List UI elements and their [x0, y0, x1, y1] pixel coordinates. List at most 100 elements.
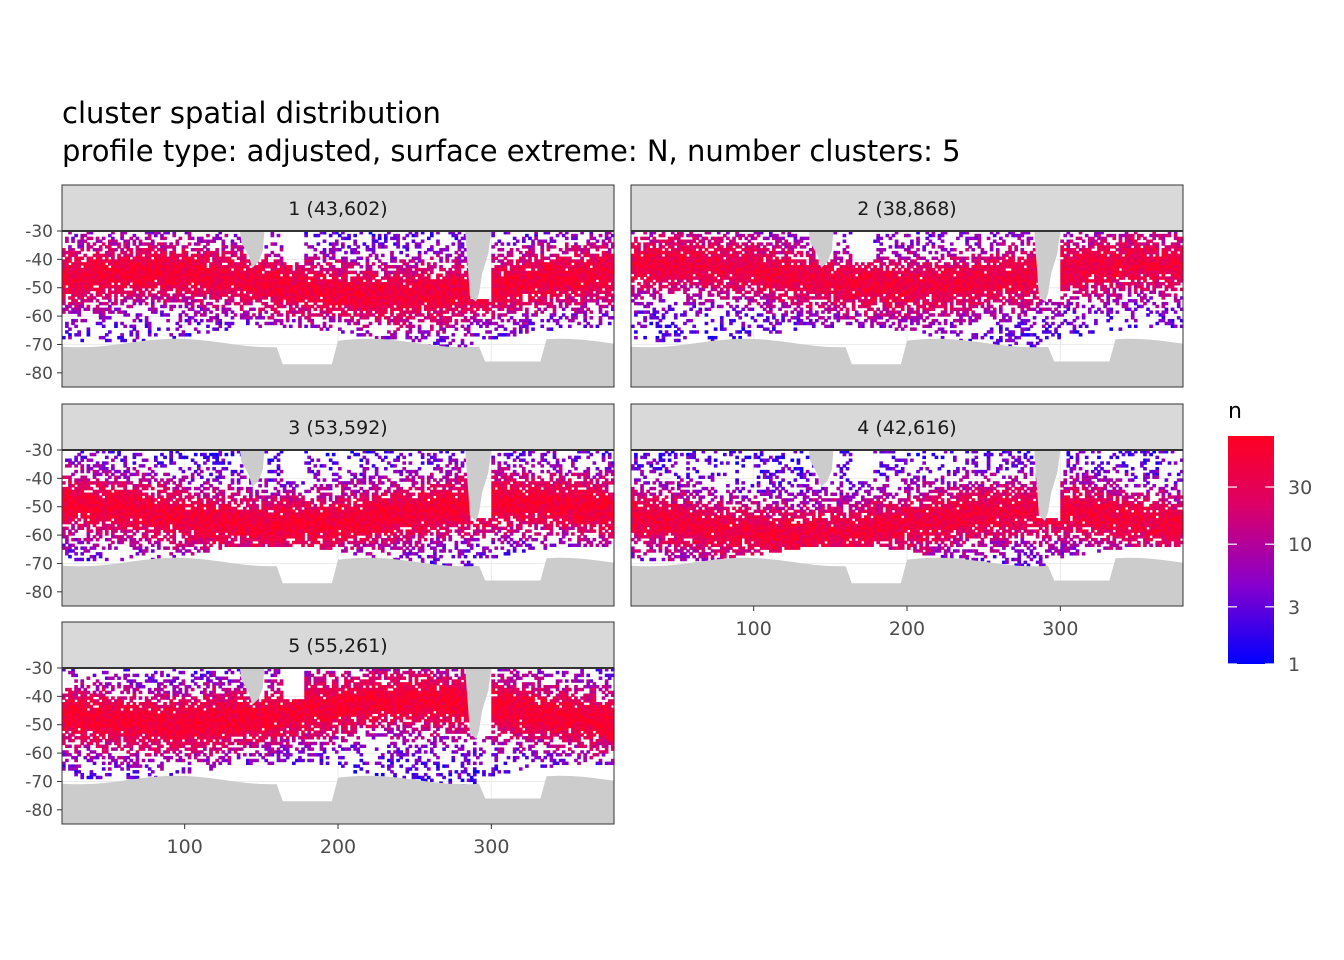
heatmap-cell	[80, 304, 85, 309]
heatmap-cell	[649, 242, 654, 246]
heatmap-cell	[132, 324, 137, 329]
heatmap-cell	[683, 310, 687, 314]
heatmap-cell	[695, 233, 700, 238]
heatmap-cell	[120, 248, 124, 252]
heatmap-cell	[769, 310, 773, 314]
heatmap-cell	[433, 341, 437, 346]
heatmap-cell	[135, 236, 140, 241]
heatmap-cell	[695, 259, 700, 263]
heatmap-cell	[200, 267, 204, 272]
heatmap-cell	[723, 265, 727, 269]
heatmap-cell	[726, 256, 730, 260]
heatmap-cell	[341, 313, 345, 317]
heatmap-cell	[359, 293, 364, 297]
facet-panel-1: 1 (43,602)-30-40-50-60-70-80	[25, 184, 615, 388]
heatmap-cell	[503, 276, 508, 280]
heatmap-cell	[772, 245, 776, 249]
heatmap-cell	[781, 282, 785, 286]
heatmap-cell	[160, 273, 164, 277]
heatmap-cell	[138, 318, 143, 323]
heatmap-cell	[175, 284, 180, 289]
heatmap-cell	[68, 250, 72, 255]
heatmap-cell	[92, 276, 97, 280]
heatmap-cell	[267, 262, 272, 266]
heatmap-cell	[224, 267, 229, 272]
heatmap-cell	[469, 299, 474, 303]
heatmap-cell	[637, 273, 641, 277]
heatmap-cell	[203, 304, 207, 309]
heatmap-cell	[362, 324, 367, 329]
heatmap-cell	[150, 310, 155, 314]
heatmap-cell	[408, 304, 413, 309]
heatmap-cell	[515, 273, 520, 277]
heatmap-cell	[769, 256, 773, 260]
heatmap-cell	[540, 310, 545, 314]
heatmap-cell	[420, 313, 425, 317]
heatmap-cell	[741, 253, 746, 258]
heatmap-cell	[331, 293, 336, 297]
heatmap-cell	[111, 301, 115, 306]
heatmap-cell	[534, 256, 538, 260]
heatmap-cell	[491, 335, 495, 340]
heatmap-cell	[546, 327, 551, 331]
heatmap-cell	[350, 290, 354, 294]
heatmap-cell	[423, 279, 428, 283]
heatmap-cell	[661, 273, 666, 277]
heatmap-cell	[242, 284, 247, 289]
heatmap-cell	[316, 242, 321, 246]
heatmap-cell	[583, 276, 587, 280]
heatmap-cell	[765, 310, 770, 314]
heatmap-cell	[350, 279, 354, 283]
heatmap-cell	[448, 304, 453, 309]
heatmap-cell	[108, 242, 112, 246]
heatmap-cell	[637, 270, 641, 275]
heatmap-cell	[200, 248, 204, 252]
heatmap-cell	[353, 307, 357, 312]
heatmap-cell	[543, 290, 548, 294]
heatmap-cell	[408, 310, 413, 314]
heatmap-cell	[129, 267, 134, 272]
heatmap-cell	[528, 301, 532, 306]
heatmap-cell	[301, 279, 305, 283]
heatmap-cell	[595, 267, 600, 272]
heatmap-cell	[227, 265, 232, 269]
heatmap-cell	[515, 239, 520, 243]
heatmap-cell	[778, 296, 782, 300]
heatmap-cell	[707, 250, 712, 255]
heatmap-cell	[135, 284, 140, 289]
heatmap-cell	[200, 318, 204, 323]
heatmap-cell	[331, 253, 336, 258]
heatmap-cell	[637, 256, 641, 260]
heatmap-cell	[683, 265, 687, 269]
heatmap-cell	[129, 279, 134, 283]
heatmap-cell	[546, 279, 551, 283]
heatmap-cell	[707, 265, 712, 269]
heatmap-cell	[371, 233, 376, 238]
heatmap-cell	[282, 279, 287, 283]
heatmap-cell	[89, 262, 94, 266]
heatmap-cell	[319, 307, 324, 312]
heatmap-cell	[577, 284, 581, 289]
heatmap-cell	[634, 267, 638, 272]
heatmap-cell	[239, 267, 244, 272]
heatmap-cell	[157, 242, 161, 246]
heatmap-cell	[454, 290, 459, 294]
heatmap-cell	[233, 265, 238, 269]
heatmap-cell	[686, 276, 690, 280]
heatmap-cell	[707, 245, 712, 249]
heatmap-cell	[193, 299, 198, 303]
heatmap-cell	[744, 256, 749, 260]
heatmap-cell	[750, 273, 755, 277]
heatmap-cell	[417, 293, 422, 297]
heatmap-cell	[778, 287, 782, 292]
heatmap-cell	[242, 276, 247, 280]
heatmap-cell	[172, 270, 177, 275]
heatmap-cell	[353, 282, 357, 286]
heatmap-cell	[531, 262, 535, 266]
heatmap-cell	[255, 290, 259, 294]
heatmap-cell	[604, 259, 609, 263]
heatmap-cell	[500, 276, 505, 280]
heatmap-cell	[710, 267, 715, 272]
heatmap-cell	[451, 299, 456, 303]
heatmap-cell	[414, 262, 419, 266]
